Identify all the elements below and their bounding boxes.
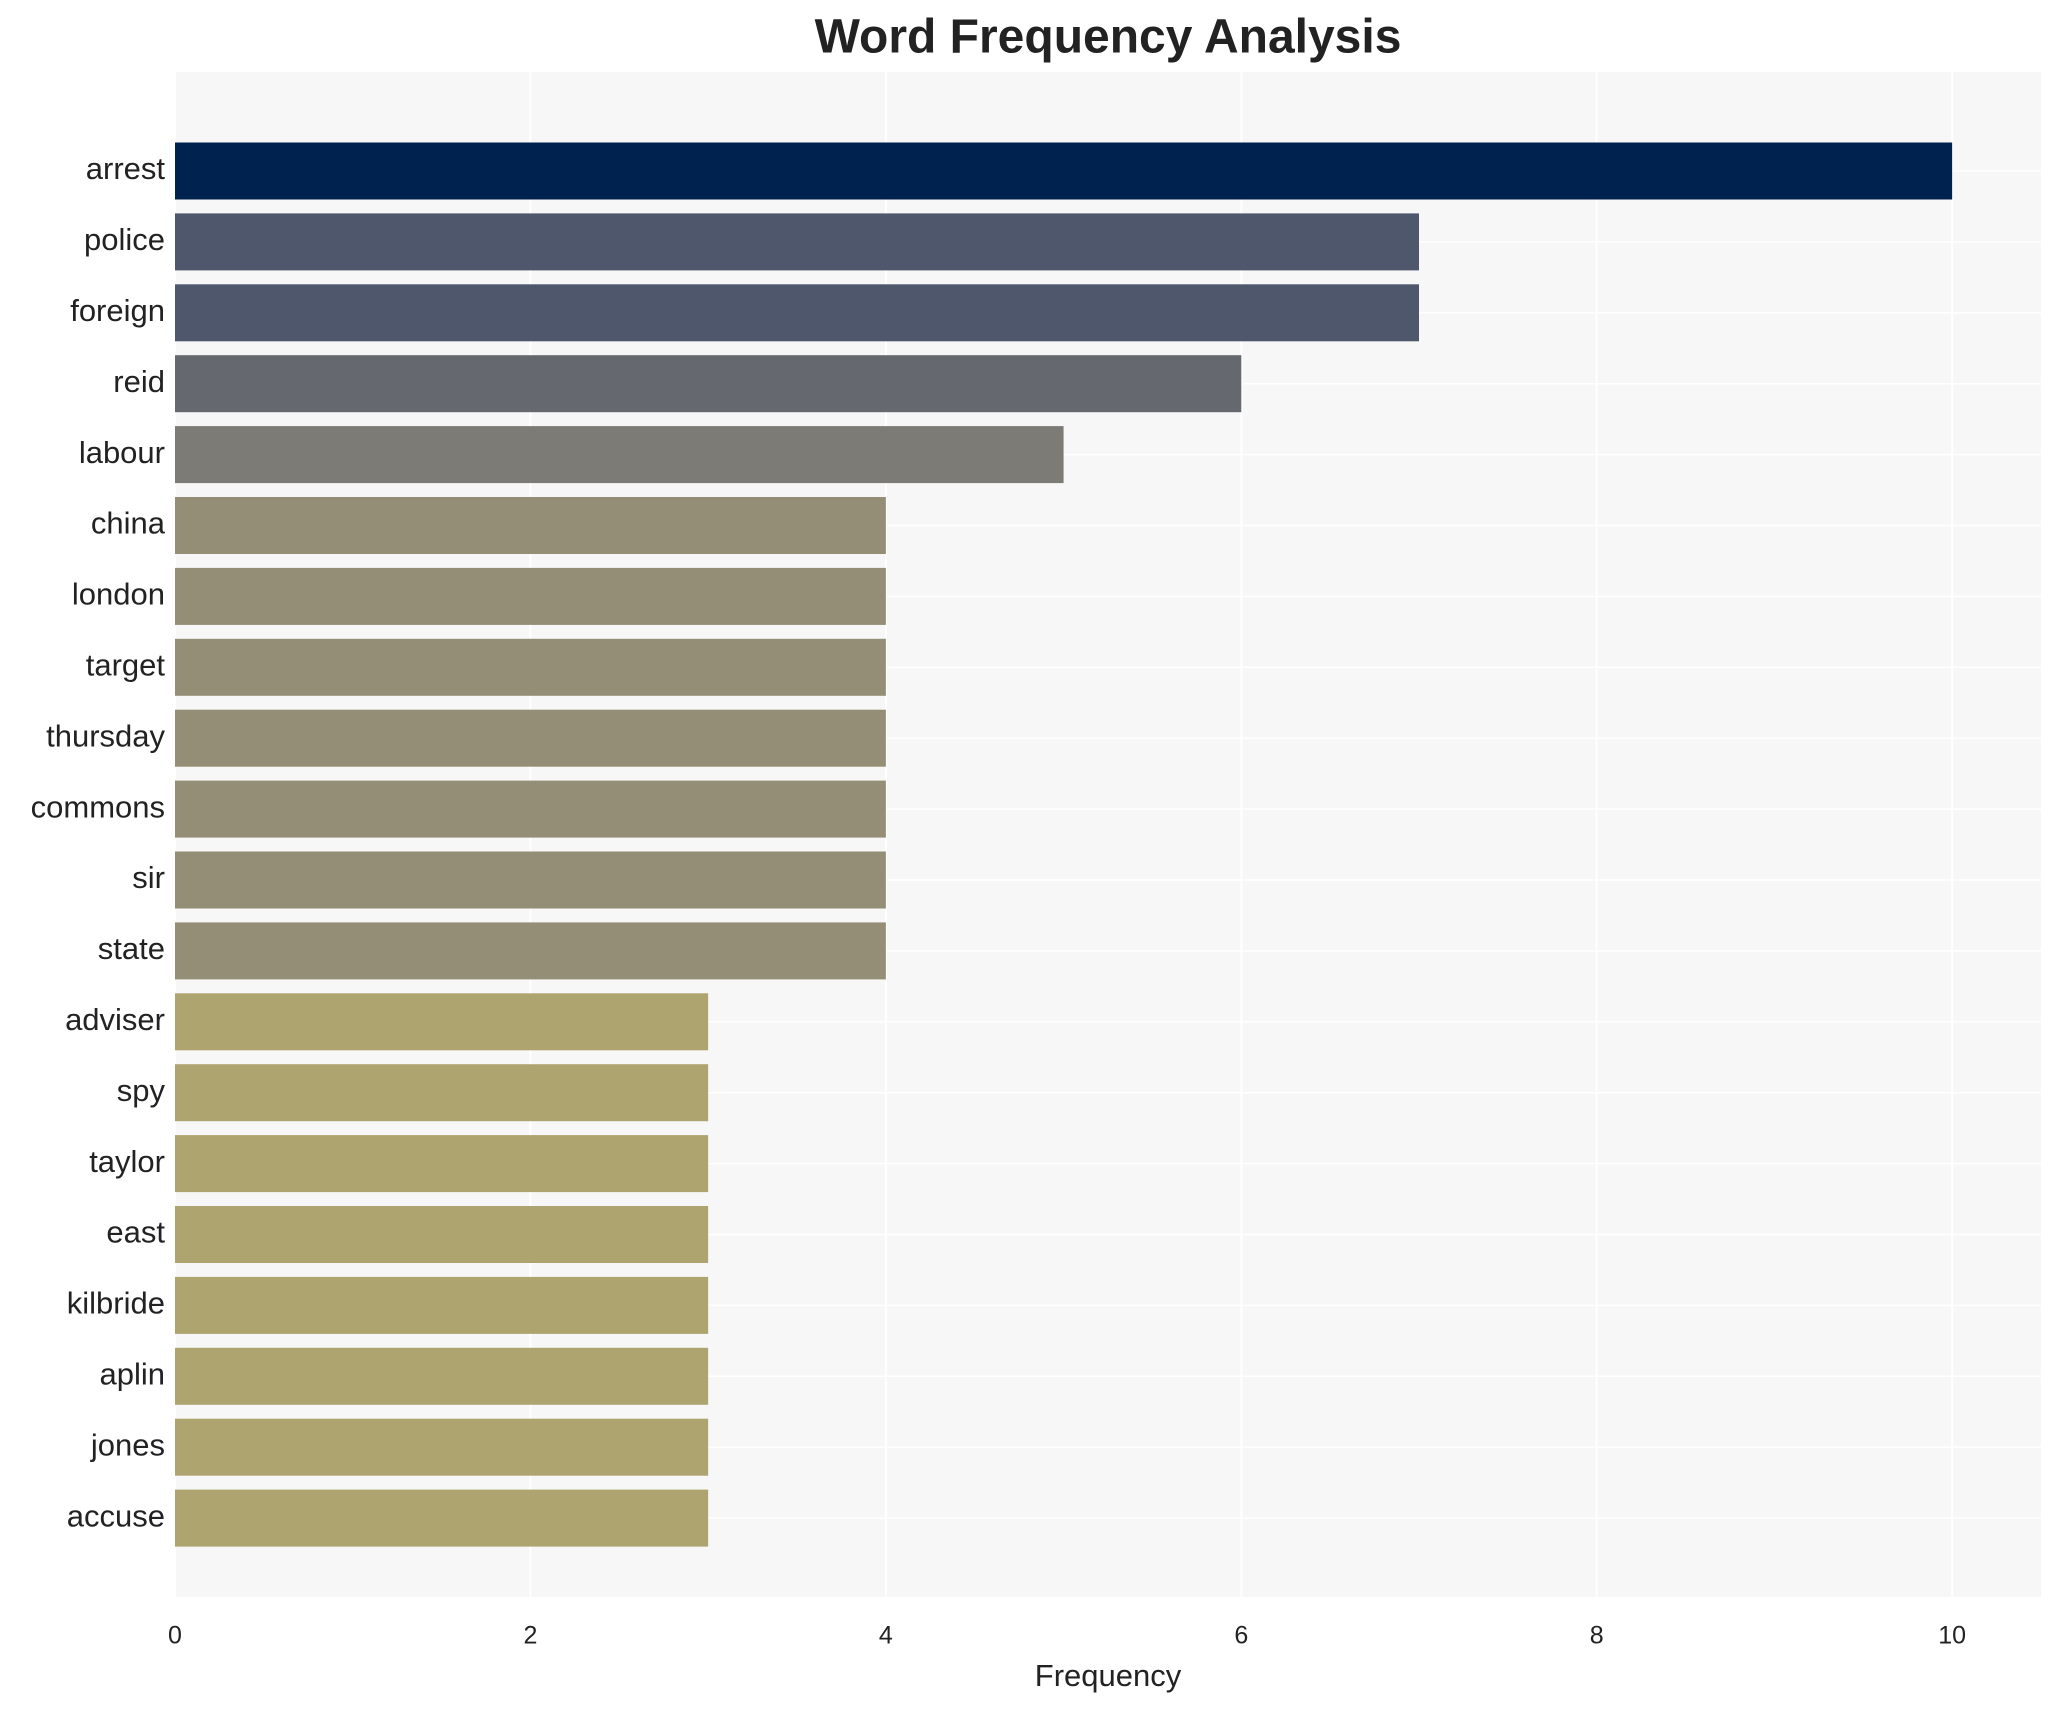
bar: [175, 709, 886, 767]
y-tick-label: thursday: [46, 718, 165, 753]
y-tick-label: jones: [90, 1427, 165, 1462]
y-tick-label: accuse: [67, 1498, 165, 1533]
y-tick-label: reid: [113, 364, 165, 399]
bar: [175, 851, 886, 909]
x-tick-label: 4: [879, 1622, 893, 1650]
x-tick-label: 8: [1590, 1622, 1604, 1650]
bar: [175, 426, 1064, 484]
y-tick-label: east: [106, 1215, 165, 1250]
y-tick-label: kilbride: [67, 1286, 165, 1321]
bar: [175, 638, 886, 696]
chart-title: Word Frequency Analysis: [815, 11, 1402, 64]
bar: [175, 213, 1419, 271]
y-tick-label: adviser: [65, 1002, 165, 1037]
y-tick-label: china: [91, 506, 166, 541]
bar: [175, 780, 886, 838]
y-tick-label: foreign: [70, 293, 165, 328]
bar: [175, 922, 886, 980]
bar: [175, 993, 709, 1051]
bar: [175, 284, 1419, 342]
bar: [175, 355, 1242, 413]
y-tick-label: labour: [79, 435, 165, 470]
bar: [175, 497, 886, 554]
bar: [175, 1489, 709, 1547]
x-tick-label: 10: [1938, 1622, 1966, 1650]
y-tick-label: commons: [31, 789, 165, 824]
x-tick-label: 6: [1234, 1622, 1248, 1650]
bar: [175, 1206, 709, 1263]
x-tick-label: 2: [523, 1622, 537, 1650]
bar: [175, 1064, 709, 1122]
bar: [175, 1347, 709, 1405]
y-tick-label: police: [84, 222, 165, 257]
bar: [175, 1418, 709, 1476]
y-tick-label: london: [72, 577, 165, 612]
bar: [175, 567, 886, 625]
bar: [175, 1135, 709, 1193]
y-tick-label: spy: [117, 1073, 166, 1108]
y-tick-label: taylor: [89, 1144, 165, 1179]
bar: [175, 142, 1953, 200]
y-tick-label: aplin: [100, 1356, 166, 1391]
x-axis-label: Frequency: [1035, 1658, 1182, 1693]
bar: [175, 1276, 709, 1334]
y-tick-label: state: [98, 931, 165, 966]
y-tick-label: target: [86, 647, 166, 682]
x-tick-label: 0: [168, 1622, 182, 1650]
y-tick-label: arrest: [86, 151, 166, 186]
y-tick-label: sir: [132, 860, 165, 895]
